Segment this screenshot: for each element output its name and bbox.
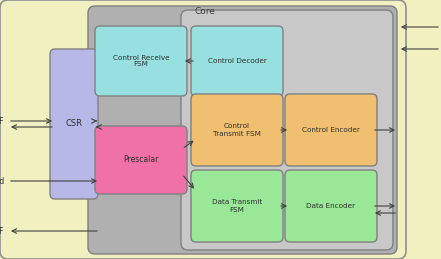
Text: Prescalar: Prescalar — [123, 155, 159, 164]
FancyBboxPatch shape — [95, 26, 187, 96]
Text: Audio I/F: Audio I/F — [0, 227, 4, 235]
Text: Control Decoder: Control Decoder — [208, 58, 266, 64]
Text: Control
Transmit FSM: Control Transmit FSM — [213, 124, 261, 136]
FancyBboxPatch shape — [285, 94, 377, 166]
FancyBboxPatch shape — [0, 0, 406, 259]
FancyBboxPatch shape — [191, 26, 283, 96]
FancyBboxPatch shape — [191, 94, 283, 166]
Text: CSR: CSR — [66, 119, 82, 128]
FancyBboxPatch shape — [88, 6, 397, 254]
Text: Data Transmit
FSM: Data Transmit FSM — [212, 199, 262, 212]
FancyBboxPatch shape — [181, 10, 393, 250]
FancyBboxPatch shape — [50, 49, 98, 199]
FancyBboxPatch shape — [285, 170, 377, 242]
Text: i_earc_hpd: i_earc_hpd — [0, 176, 4, 185]
Text: Data Encoder: Data Encoder — [306, 203, 355, 209]
Text: Control Encoder: Control Encoder — [302, 127, 360, 133]
Text: Control Receive
FSM: Control Receive FSM — [113, 54, 169, 68]
Text: SOC I/F: SOC I/F — [0, 117, 4, 126]
Text: Core: Core — [194, 7, 216, 16]
FancyBboxPatch shape — [191, 170, 283, 242]
FancyBboxPatch shape — [95, 126, 187, 194]
